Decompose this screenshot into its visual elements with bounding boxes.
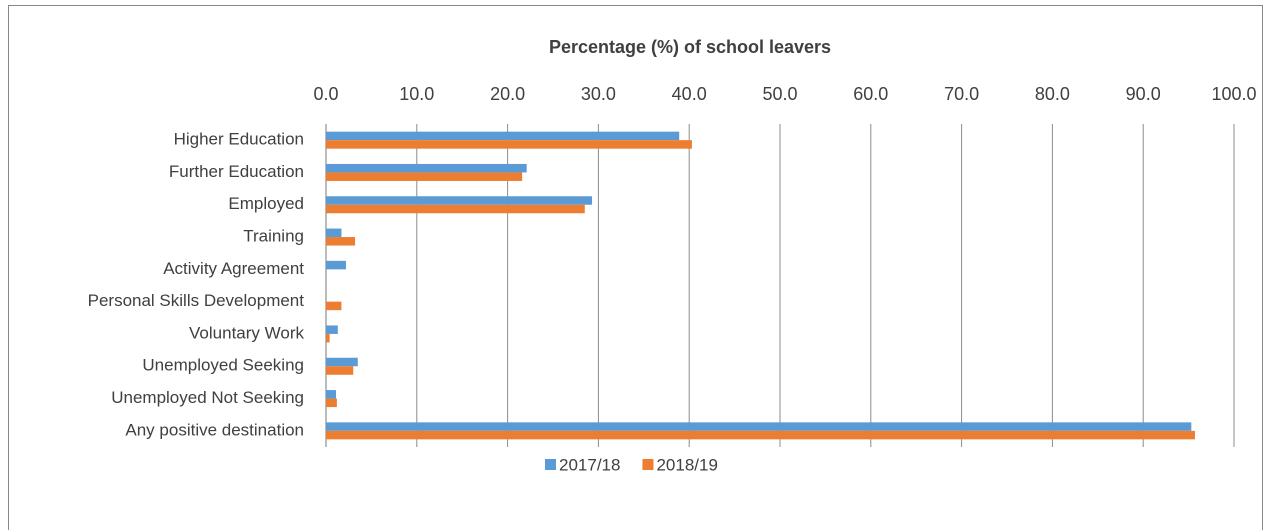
x-tick-label: 70.0 [944, 84, 979, 104]
y-tick-label: Activity Agreement [163, 259, 304, 278]
bar [326, 131, 680, 141]
x-tick-label: 10.0 [399, 84, 434, 104]
y-tick-label: Voluntary Work [189, 323, 304, 342]
x-tick-label: 0.0 [313, 84, 338, 104]
bar [326, 196, 593, 205]
bar [326, 366, 354, 375]
bar [326, 172, 523, 181]
legend-swatch [642, 459, 654, 470]
legend-swatch [545, 459, 556, 470]
x-tick-label: 60.0 [853, 84, 888, 104]
y-tick-label: Unemployed Seeking [142, 356, 304, 375]
y-tick-label: Any positive destination [125, 420, 304, 439]
bar [326, 228, 342, 238]
bar [326, 333, 330, 343]
x-tick-label: 80.0 [1035, 84, 1070, 104]
y-tick-label: Training [243, 227, 304, 246]
y-tick-label: Further Education [169, 162, 304, 181]
chart-border [8, 5, 1263, 530]
bar [326, 430, 1195, 440]
bar [326, 390, 336, 399]
legend-label: 2017/18 [559, 455, 620, 474]
y-tick-label: Higher Education [174, 130, 304, 149]
axis-title: Percentage (%) of school leavers [549, 37, 831, 57]
bar [326, 422, 1192, 431]
y-tick-label: Personal Skills Development [88, 291, 305, 310]
bar [326, 204, 585, 214]
x-tick-label: 30.0 [581, 84, 616, 104]
bar [326, 357, 358, 367]
x-tick-label: 40.0 [672, 84, 707, 104]
bar [326, 237, 356, 246]
y-tick-label: Employed [228, 194, 304, 213]
x-tick-label: 50.0 [762, 84, 797, 104]
x-tick-label: 90.0 [1126, 84, 1161, 104]
bar [326, 140, 692, 149]
bar [326, 325, 338, 334]
x-tick-label: 100.0 [1211, 84, 1256, 104]
y-tick-label: Unemployed Not Seeking [111, 388, 304, 407]
bar [326, 260, 346, 270]
x-tick-label: 20.0 [490, 84, 525, 104]
legend-label: 2018/19 [656, 455, 717, 474]
bar [326, 398, 337, 408]
bar [326, 163, 527, 173]
bar [326, 301, 342, 311]
